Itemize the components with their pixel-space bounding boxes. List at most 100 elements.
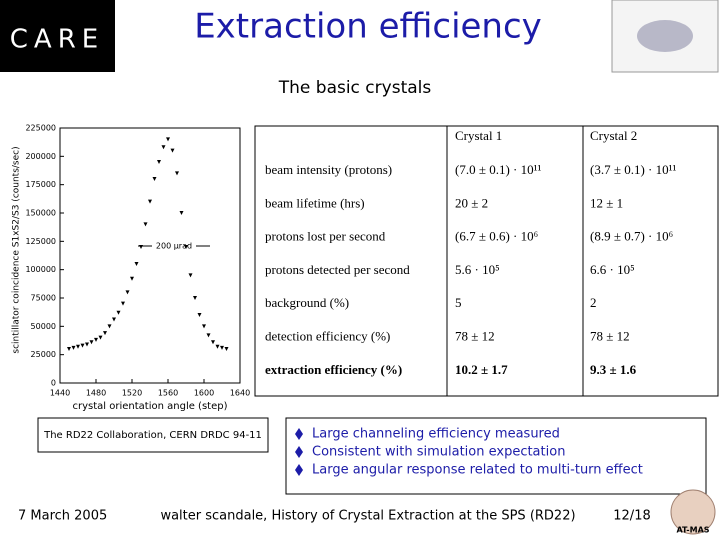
table-frame bbox=[254, 125, 719, 397]
y-tick-label: 0 bbox=[51, 379, 56, 388]
x-tick-label: 1600 bbox=[194, 389, 214, 398]
data-point bbox=[121, 301, 125, 306]
bullet: Large channeling efficiency measured bbox=[312, 427, 560, 442]
bullet-box bbox=[285, 417, 707, 495]
data-point bbox=[188, 273, 193, 278]
y-tick-label: 200000 bbox=[25, 152, 56, 161]
plot-frame bbox=[59, 127, 241, 384]
footer-text: walter scandale, History of Crystal Extr… bbox=[160, 509, 575, 524]
y-tick-label: 225000 bbox=[25, 124, 56, 133]
table-cell: 6.6 · 10⁵ bbox=[590, 262, 635, 277]
data-point bbox=[103, 331, 107, 336]
table-cell: (7.0 ± 0.1) · 10¹¹ bbox=[455, 162, 542, 177]
data-point bbox=[134, 262, 139, 266]
data-point bbox=[161, 145, 166, 150]
data-point bbox=[76, 344, 80, 349]
footer-logo: AT-MAS bbox=[676, 526, 709, 535]
data-point bbox=[166, 137, 170, 142]
table-cell: 12 ± 1 bbox=[590, 195, 623, 210]
table-cell: background (%) bbox=[265, 295, 349, 310]
table-cell: (3.7 ± 0.1) · 10¹¹ bbox=[590, 162, 677, 177]
bullet-icon bbox=[295, 428, 303, 440]
bullet: Consistent with simulation expectation bbox=[312, 445, 565, 460]
y-axis-label: scintillator coincidence S1xS2/S3 (count… bbox=[12, 146, 22, 353]
data-point bbox=[98, 335, 103, 340]
data-point bbox=[85, 342, 89, 347]
citation-box bbox=[37, 417, 269, 453]
logo-left-box bbox=[0, 0, 115, 72]
table: Crystal 1 Crystal 2 beam intensity (proton… bbox=[265, 128, 677, 377]
y-tick-label: 175000 bbox=[25, 180, 56, 189]
x-tick-label: 1480 bbox=[86, 389, 106, 398]
data-point bbox=[211, 340, 215, 345]
subtitle: The basic crystals bbox=[278, 78, 432, 98]
table-header: Crystal 1 bbox=[455, 128, 502, 143]
x-tick-label: 1640 bbox=[230, 389, 250, 398]
data-point bbox=[67, 347, 71, 351]
data-point bbox=[116, 310, 121, 315]
data-point bbox=[197, 313, 202, 317]
y-tick-label: 50000 bbox=[31, 322, 56, 331]
footer-page: 12/18 bbox=[613, 509, 650, 524]
table-cell: 10.2 ± 1.7 bbox=[455, 362, 508, 377]
chart: crystal orientation angle (step) scintil… bbox=[12, 124, 251, 413]
annotation: 200 μrad bbox=[156, 242, 192, 251]
data-point bbox=[193, 296, 197, 300]
bullet-icon bbox=[295, 446, 303, 458]
data-point bbox=[94, 337, 98, 342]
data-point bbox=[170, 148, 175, 153]
x-tick-label: 1520 bbox=[122, 389, 142, 398]
data-point bbox=[148, 199, 152, 204]
table-cell: protons detected per second bbox=[265, 262, 410, 277]
data-point bbox=[157, 160, 161, 164]
data-point bbox=[152, 177, 157, 181]
data-point bbox=[112, 317, 116, 322]
y-tick-label: 100000 bbox=[25, 265, 56, 274]
title: Extraction efficiency bbox=[194, 7, 542, 47]
data-point bbox=[179, 211, 184, 215]
table-cell: 78 ± 12 bbox=[590, 328, 630, 343]
data-point bbox=[184, 245, 188, 249]
data-point bbox=[125, 290, 130, 295]
table-cell: 2 bbox=[590, 295, 597, 310]
table-cell: 5 bbox=[455, 295, 462, 310]
data-point bbox=[107, 324, 112, 329]
footer-date: 7 March 2005 bbox=[18, 509, 107, 524]
table-cell: extraction efficiency (%) bbox=[265, 362, 402, 377]
data-point bbox=[224, 347, 229, 351]
table-cell: (6.7 ± 0.6) · 10⁶ bbox=[455, 229, 538, 244]
logo-right-art bbox=[637, 20, 693, 52]
table-cell: protons lost per second bbox=[265, 229, 386, 244]
data-point bbox=[143, 222, 148, 227]
table-cell: 5.6 · 10⁵ bbox=[455, 262, 500, 277]
data-point bbox=[71, 345, 76, 350]
x-tick-label: 1560 bbox=[158, 389, 178, 398]
footer-logo-art bbox=[670, 489, 716, 535]
table-cell: beam intensity (protons) bbox=[265, 162, 392, 177]
table-cell: (8.9 ± 0.7) · 10⁶ bbox=[590, 229, 673, 244]
data-point bbox=[206, 333, 211, 338]
bullet: Large angular response related to multi-… bbox=[312, 463, 643, 478]
x-axis-label: crystal orientation angle (step) bbox=[73, 401, 228, 412]
table-cell: 20 ± 2 bbox=[455, 195, 488, 210]
table-header: Crystal 2 bbox=[590, 128, 637, 143]
data-point bbox=[220, 345, 224, 350]
table-cell: 78 ± 12 bbox=[455, 328, 495, 343]
data-point bbox=[215, 344, 220, 349]
table-cell: 9.3 ± 1.6 bbox=[590, 362, 637, 377]
y-tick-label: 25000 bbox=[31, 350, 56, 359]
logo-left: CARE bbox=[10, 25, 104, 55]
y-tick-label: 75000 bbox=[31, 294, 56, 303]
bullet-icon bbox=[295, 464, 303, 476]
bullet-list: Large channeling efficiency measured Cons… bbox=[295, 427, 643, 478]
y-tick-label: 125000 bbox=[25, 237, 56, 246]
x-tick-label: 1440 bbox=[50, 389, 70, 398]
citation: The RD22 Collaboration, CERN DRDC 94-11 bbox=[43, 430, 262, 441]
data-point bbox=[80, 343, 85, 348]
data-point bbox=[175, 171, 179, 176]
data-point bbox=[139, 245, 143, 249]
data-point bbox=[130, 276, 134, 281]
table-cell: detection efficiency (%) bbox=[265, 328, 390, 343]
